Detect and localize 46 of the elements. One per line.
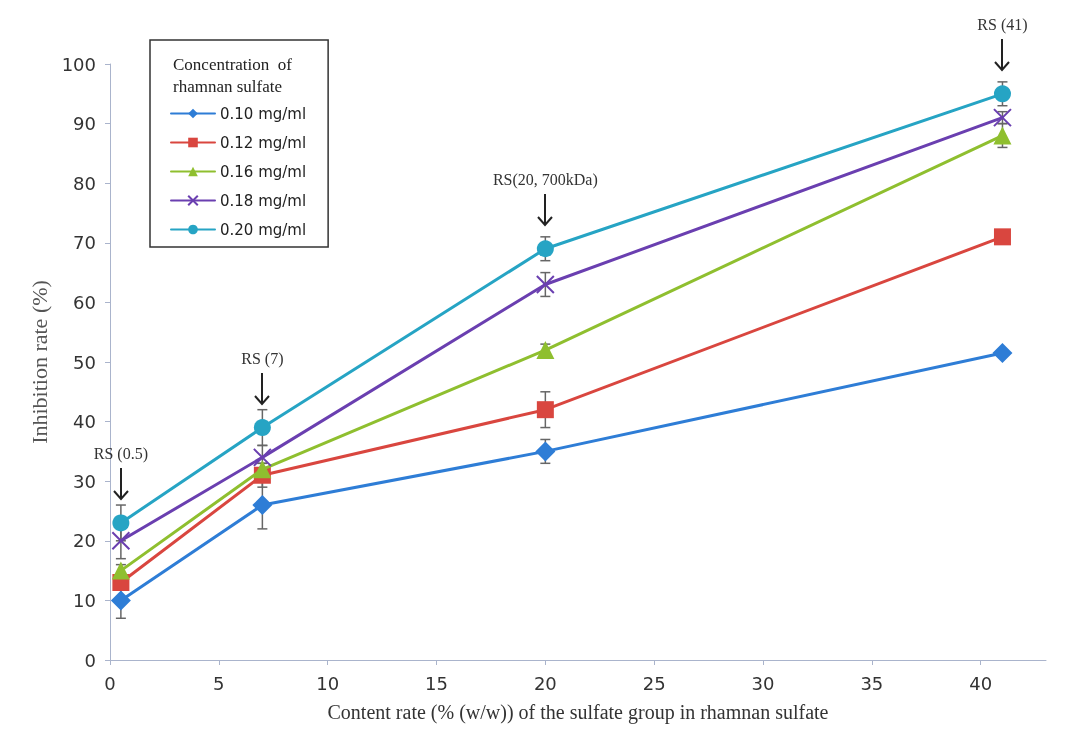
legend-label: 0.20 mg/ml xyxy=(220,220,307,239)
y-tick-label: 100 xyxy=(61,53,96,75)
y-tick-label: 70 xyxy=(73,232,96,254)
y-tick-label: 30 xyxy=(73,470,96,492)
point xyxy=(110,590,131,611)
annotation: RS(20, 700kDa) xyxy=(491,170,599,189)
point xyxy=(253,419,271,437)
text: RS (41) xyxy=(976,15,1029,34)
point xyxy=(993,228,1011,246)
y-tick-label: 80 xyxy=(73,172,96,194)
x-tick-label: 5 xyxy=(213,672,225,694)
y-tick-label: 60 xyxy=(73,291,96,313)
x-tick-label: 0 xyxy=(104,672,116,694)
x-tick-label: 40 xyxy=(969,672,993,694)
point xyxy=(252,495,273,516)
point xyxy=(253,460,272,479)
legend-label: 0.12 mg/ml xyxy=(220,133,307,152)
annotation: RS (0.5) xyxy=(92,444,149,463)
point xyxy=(992,343,1013,364)
point xyxy=(993,85,1011,103)
x-tick-label: 15 xyxy=(425,672,448,694)
x-tick-label: 35 xyxy=(860,672,884,694)
point xyxy=(112,514,130,532)
point xyxy=(993,126,1012,145)
x-axis-title: Content rate (% (w/w)) of the sulfate group in rhamnan sulfate xyxy=(327,701,829,724)
point xyxy=(536,240,554,258)
y-tick-label: 0 xyxy=(84,649,96,671)
x-tick-label: 20 xyxy=(533,672,557,694)
y-tick-label: 50 xyxy=(73,351,96,373)
point xyxy=(111,561,130,580)
x-tick-label: 25 xyxy=(642,672,666,694)
point xyxy=(111,531,131,551)
x-tick-label: 30 xyxy=(751,672,775,694)
legend-label: 0.16 mg/ml xyxy=(220,162,307,181)
y-tick-label: 10 xyxy=(73,589,96,611)
x-tick-label: 10 xyxy=(316,672,340,694)
legend-label: 0.18 mg/ml xyxy=(220,191,307,210)
y-tick-label: 40 xyxy=(73,411,96,433)
y-tick-label: 90 xyxy=(73,113,96,135)
y-axis-title: Inhibition rate (%) xyxy=(26,280,52,444)
point xyxy=(536,401,554,419)
point xyxy=(536,341,555,360)
legend-label: 0.10 mg/ml xyxy=(220,104,307,123)
annotation: RS (7) xyxy=(240,349,285,368)
legend-title: Concentration of rhamnan sulfate xyxy=(173,54,297,96)
y-tick-label: 20 xyxy=(73,530,96,552)
